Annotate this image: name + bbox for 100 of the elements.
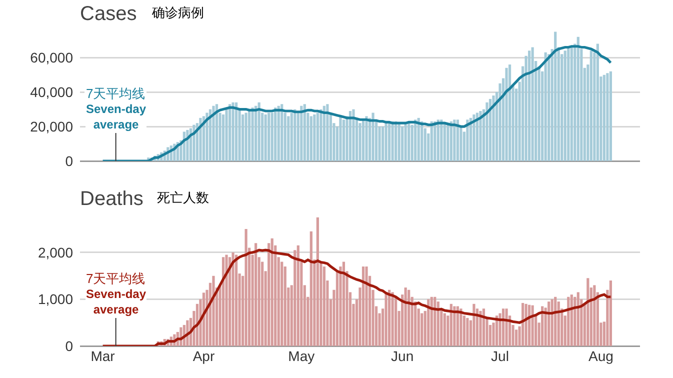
bar xyxy=(342,120,346,161)
bar xyxy=(372,112,374,161)
bar xyxy=(241,114,244,161)
bar xyxy=(254,106,258,161)
bar xyxy=(365,266,368,346)
bar xyxy=(567,296,570,346)
bar xyxy=(264,114,267,161)
bar xyxy=(417,118,420,161)
bar xyxy=(609,280,612,346)
bar xyxy=(492,96,495,161)
chart-title: Deaths xyxy=(80,188,144,210)
bar xyxy=(570,46,573,161)
bar xyxy=(270,238,274,346)
bar xyxy=(466,120,469,161)
bar xyxy=(388,290,391,346)
bar xyxy=(294,109,296,161)
x-tick-label: Jul xyxy=(491,348,509,364)
bar xyxy=(590,50,592,161)
bar xyxy=(222,257,225,346)
bar xyxy=(381,126,384,161)
bar xyxy=(362,266,365,346)
bar xyxy=(274,108,277,161)
bar xyxy=(404,123,407,161)
bar xyxy=(391,121,394,161)
bar xyxy=(453,120,456,161)
bar xyxy=(576,36,580,161)
bar xyxy=(244,229,248,346)
bar xyxy=(316,112,319,161)
bar xyxy=(339,266,342,346)
text: Seven-day average xyxy=(86,287,146,317)
bar xyxy=(316,217,319,346)
bar xyxy=(570,294,573,346)
bar xyxy=(234,254,238,346)
bar xyxy=(404,288,407,346)
bar xyxy=(472,114,476,161)
y-tick-label: 0 xyxy=(65,152,74,169)
bar xyxy=(567,47,570,161)
annotation: 7天平均线 xyxy=(86,271,146,286)
bar xyxy=(593,285,596,346)
bar xyxy=(541,306,544,346)
bar xyxy=(358,123,362,161)
bar xyxy=(300,106,303,161)
x-tick-label: Jun xyxy=(391,348,414,364)
bar xyxy=(434,296,436,346)
bar xyxy=(430,121,433,161)
bar xyxy=(531,47,534,161)
bar xyxy=(408,121,410,161)
bar xyxy=(225,254,228,346)
bar xyxy=(550,299,554,346)
bar xyxy=(251,108,254,161)
bar xyxy=(212,106,215,161)
bar xyxy=(232,252,234,346)
bar xyxy=(564,50,566,161)
bar xyxy=(505,308,508,346)
bar xyxy=(554,32,557,161)
bar xyxy=(388,123,391,161)
chart-title: Cases xyxy=(80,3,137,25)
bar xyxy=(456,306,459,346)
bar xyxy=(280,104,284,161)
bar xyxy=(453,306,456,346)
bar xyxy=(322,106,326,161)
bar xyxy=(234,102,238,161)
bar xyxy=(228,104,232,161)
bar xyxy=(505,68,508,161)
bar xyxy=(479,310,482,346)
bar xyxy=(352,109,355,161)
bar xyxy=(609,71,612,161)
bar xyxy=(466,318,469,346)
y-tick-label: 60,000 xyxy=(30,49,74,66)
bar xyxy=(443,123,446,161)
bar xyxy=(365,116,368,161)
bar xyxy=(427,299,430,346)
bar xyxy=(602,74,606,161)
bar xyxy=(277,106,280,161)
bar xyxy=(488,98,492,161)
bar xyxy=(586,278,590,346)
bar xyxy=(401,126,404,161)
bar xyxy=(446,123,450,161)
bar xyxy=(206,112,208,161)
bar xyxy=(322,266,326,346)
bar xyxy=(486,102,488,161)
bar xyxy=(199,118,202,161)
bar xyxy=(414,120,417,161)
bar xyxy=(254,243,258,346)
bar xyxy=(313,114,316,161)
chart-subtitle: 确诊病例 xyxy=(151,5,204,20)
bar xyxy=(296,245,300,346)
y-tick-label: 2,000 xyxy=(38,244,74,260)
bar xyxy=(258,102,260,161)
bar xyxy=(436,120,440,161)
bar xyxy=(384,123,388,161)
annotation: 7天平均线 xyxy=(86,86,146,101)
bar xyxy=(303,104,306,161)
bar xyxy=(443,313,446,346)
bar xyxy=(268,112,270,161)
bar xyxy=(482,308,486,346)
bar xyxy=(342,262,346,346)
bar xyxy=(524,304,528,346)
bar xyxy=(576,292,580,346)
bar xyxy=(420,121,424,161)
